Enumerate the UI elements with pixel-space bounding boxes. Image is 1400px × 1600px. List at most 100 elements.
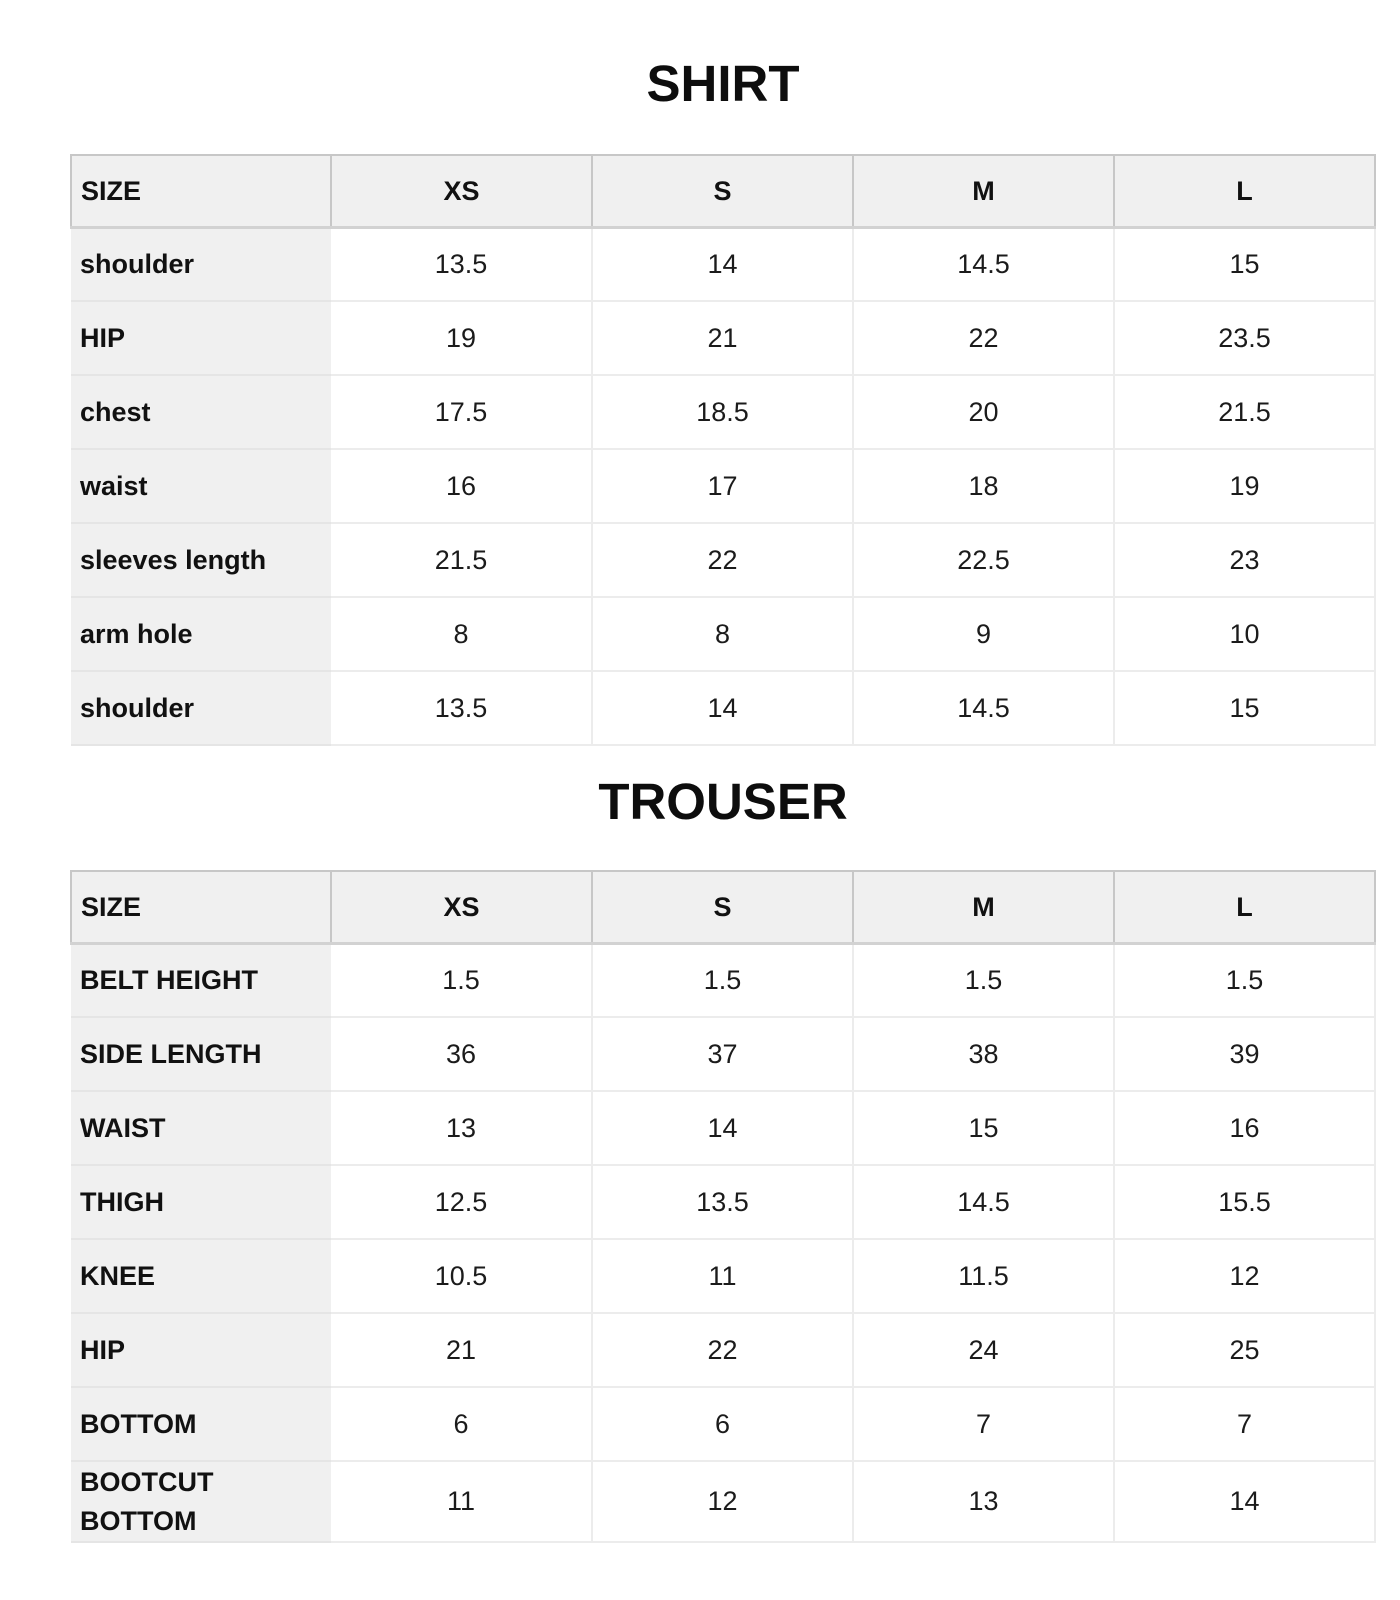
size-header-m: M — [852, 154, 1115, 229]
measurement-value-cell: 15 — [1113, 227, 1376, 303]
measurement-row-label: BOTTOM — [71, 1387, 331, 1463]
measurement-row-label: WAIST — [71, 1091, 331, 1167]
size-header-l: L — [1113, 154, 1376, 229]
size-header-xs: XS — [330, 870, 593, 945]
measurement-value-cell: 19 — [331, 301, 592, 377]
measurement-row: sleeves length 21.5 22 22.5 23 — [71, 523, 1376, 599]
measurement-value-cell: 13.5 — [331, 671, 592, 747]
measurement-value-cell: 20 — [852, 375, 1114, 451]
measurement-value-cell: 1.5 — [591, 943, 853, 1019]
measurement-value-cell: 37 — [591, 1017, 853, 1093]
measurement-row: shoulder 13.5 14 14.5 15 — [71, 227, 1376, 303]
measurement-value-cell: 11.5 — [852, 1239, 1114, 1315]
measurement-value-cell: 23 — [1113, 523, 1376, 599]
trouser-title: TROUSER — [598, 773, 848, 831]
measurement-value-cell: 24 — [852, 1313, 1114, 1389]
measurement-value-cell: 15.5 — [1113, 1165, 1376, 1241]
measurement-value-cell: 22 — [852, 301, 1114, 377]
measurement-value-cell: 17 — [591, 449, 853, 525]
measurement-value-cell: 15 — [1113, 671, 1376, 747]
measurement-value-cell: 8 — [591, 597, 853, 673]
measurement-row: SIDE LENGTH 36 37 38 39 — [71, 1017, 1376, 1093]
measurement-row-label: KNEE — [71, 1239, 331, 1315]
measurement-row-label: waist — [71, 449, 331, 525]
measurement-value-cell: 16 — [331, 449, 592, 525]
measurement-value-cell: 6 — [331, 1387, 592, 1463]
measurement-value-cell: 14.5 — [852, 227, 1114, 303]
measurement-row-label: shoulder — [71, 671, 331, 747]
measurement-value-cell: 10.5 — [331, 1239, 592, 1315]
measurement-value-cell: 11 — [591, 1239, 853, 1315]
measurement-value-cell: 14.5 — [852, 1165, 1114, 1241]
size-header-s: S — [591, 870, 854, 945]
measurement-value-cell: 13.5 — [591, 1165, 853, 1241]
measurement-value-cell: 14 — [1113, 1461, 1376, 1543]
measurement-value-cell: 21 — [331, 1313, 592, 1389]
measurement-value-cell: 10 — [1113, 597, 1376, 673]
measurement-row: waist 16 17 18 19 — [71, 449, 1376, 525]
shirt-title: SHIRT — [646, 55, 800, 112]
measurement-value-cell: 16 — [1113, 1091, 1376, 1167]
size-header-row: SIZE XS S M L — [70, 870, 1376, 945]
size-column-header: SIZE — [70, 870, 332, 945]
measurement-row-label: BELT HEIGHT — [71, 943, 331, 1019]
measurement-value-cell: 18.5 — [591, 375, 853, 451]
measurement-row: HIP 19 21 22 23.5 — [71, 301, 1376, 377]
measurement-row: HIP 21 22 24 25 — [71, 1313, 1376, 1389]
measurement-row-label: shoulder — [71, 227, 331, 303]
measurement-row-label: arm hole — [71, 597, 331, 673]
measurement-value-cell: 15 — [852, 1091, 1114, 1167]
measurement-row-label: HIP — [71, 1313, 331, 1389]
measurement-row: chest 17.5 18.5 20 21.5 — [71, 375, 1376, 451]
measurement-row: BELT HEIGHT 1.5 1.5 1.5 1.5 — [71, 943, 1376, 1019]
measurement-row: BOOTCUT BOTTOM 11 12 13 14 — [71, 1461, 1376, 1543]
measurement-value-cell: 1.5 — [852, 943, 1114, 1019]
size-column-header: SIZE — [70, 154, 332, 229]
measurement-value-cell: 14 — [591, 671, 853, 747]
measurement-value-cell: 25 — [1113, 1313, 1376, 1389]
measurement-row-label: HIP — [71, 301, 331, 377]
measurement-value-cell: 9 — [852, 597, 1114, 673]
measurement-value-cell: 8 — [331, 597, 592, 673]
measurement-value-cell: 21 — [591, 301, 853, 377]
measurement-row: THIGH 12.5 13.5 14.5 15.5 — [71, 1165, 1376, 1241]
measurement-value-cell: 13.5 — [331, 227, 592, 303]
measurement-value-cell: 38 — [852, 1017, 1114, 1093]
measurement-value-cell: 7 — [1113, 1387, 1376, 1463]
measurement-value-cell: 1.5 — [1113, 943, 1376, 1019]
measurement-row-label: THIGH — [71, 1165, 331, 1241]
measurement-value-cell: 22 — [591, 1313, 853, 1389]
measurement-row-label: sleeves length — [71, 523, 331, 599]
measurement-value-cell: 13 — [331, 1091, 592, 1167]
measurement-value-cell: 12 — [591, 1461, 853, 1543]
trouser-size-table: SIZE XS S M L BELT HEIGHT 1.5 1.5 1.5 1.5 SIDE LEN… — [70, 870, 1376, 1543]
measurement-value-cell: 1.5 — [331, 943, 592, 1019]
measurement-row: shoulder 13.5 14 14.5 15 — [71, 671, 1376, 747]
measurement-value-cell: 21.5 — [331, 523, 592, 599]
measurement-value-cell: 18 — [852, 449, 1114, 525]
trouser-section: TROUSER SIZE XS S M L BELT HEIGHT 1.5 1.5 1.5 1.5… — [0, 746, 1400, 1543]
measurement-value-cell: 22 — [591, 523, 853, 599]
size-header-row: SIZE XS S M L — [70, 154, 1376, 229]
measurement-row: BOTTOM 6 6 7 7 — [71, 1387, 1376, 1463]
measurement-row: KNEE 10.5 11 11.5 12 — [71, 1239, 1376, 1315]
measurement-value-cell: 7 — [852, 1387, 1114, 1463]
measurement-value-cell: 21.5 — [1113, 375, 1376, 451]
measurement-value-cell: 12 — [1113, 1239, 1376, 1315]
measurement-row-label: SIDE LENGTH — [71, 1017, 331, 1093]
measurement-row: arm hole 8 8 9 10 — [71, 597, 1376, 673]
size-header-xs: XS — [330, 154, 593, 229]
measurement-value-cell: 11 — [331, 1461, 592, 1543]
size-header-m: M — [852, 870, 1115, 945]
measurement-value-cell: 19 — [1113, 449, 1376, 525]
measurement-value-cell: 22.5 — [852, 523, 1114, 599]
size-header-s: S — [591, 154, 854, 229]
measurement-row-label: BOOTCUT BOTTOM — [71, 1461, 331, 1543]
measurement-value-cell: 14 — [591, 227, 853, 303]
measurement-value-cell: 14 — [591, 1091, 853, 1167]
size-header-l: L — [1113, 870, 1376, 945]
measurement-value-cell: 6 — [591, 1387, 853, 1463]
